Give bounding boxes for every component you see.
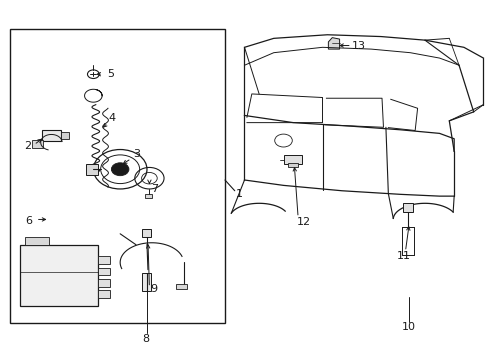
Text: 11: 11 xyxy=(396,251,409,261)
Bar xyxy=(402,203,412,212)
Text: 7: 7 xyxy=(150,184,158,194)
Bar xyxy=(98,291,110,298)
Bar xyxy=(61,132,69,139)
Text: 1: 1 xyxy=(236,189,243,199)
Text: 2: 2 xyxy=(24,141,31,151)
Text: 8: 8 xyxy=(142,333,149,343)
Bar xyxy=(86,164,98,175)
Text: 5: 5 xyxy=(107,69,114,79)
Polygon shape xyxy=(328,38,339,49)
Bar xyxy=(10,30,224,323)
Bar xyxy=(284,155,302,164)
Bar xyxy=(144,194,152,198)
Bar xyxy=(20,244,98,306)
Bar xyxy=(142,273,151,291)
Bar xyxy=(98,279,110,287)
Bar xyxy=(176,284,186,289)
Text: 12: 12 xyxy=(296,217,310,227)
Text: 4: 4 xyxy=(108,113,115,123)
Bar xyxy=(98,256,110,264)
Bar xyxy=(32,140,43,148)
Text: 3: 3 xyxy=(132,149,140,159)
Bar xyxy=(42,130,61,140)
Bar xyxy=(98,267,110,275)
Text: 13: 13 xyxy=(351,41,366,50)
Text: 6: 6 xyxy=(25,216,32,226)
Bar xyxy=(25,237,49,244)
Circle shape xyxy=(111,163,129,176)
Text: 10: 10 xyxy=(402,322,415,332)
Bar xyxy=(288,163,298,167)
Text: 9: 9 xyxy=(150,284,158,294)
Bar xyxy=(142,229,151,237)
